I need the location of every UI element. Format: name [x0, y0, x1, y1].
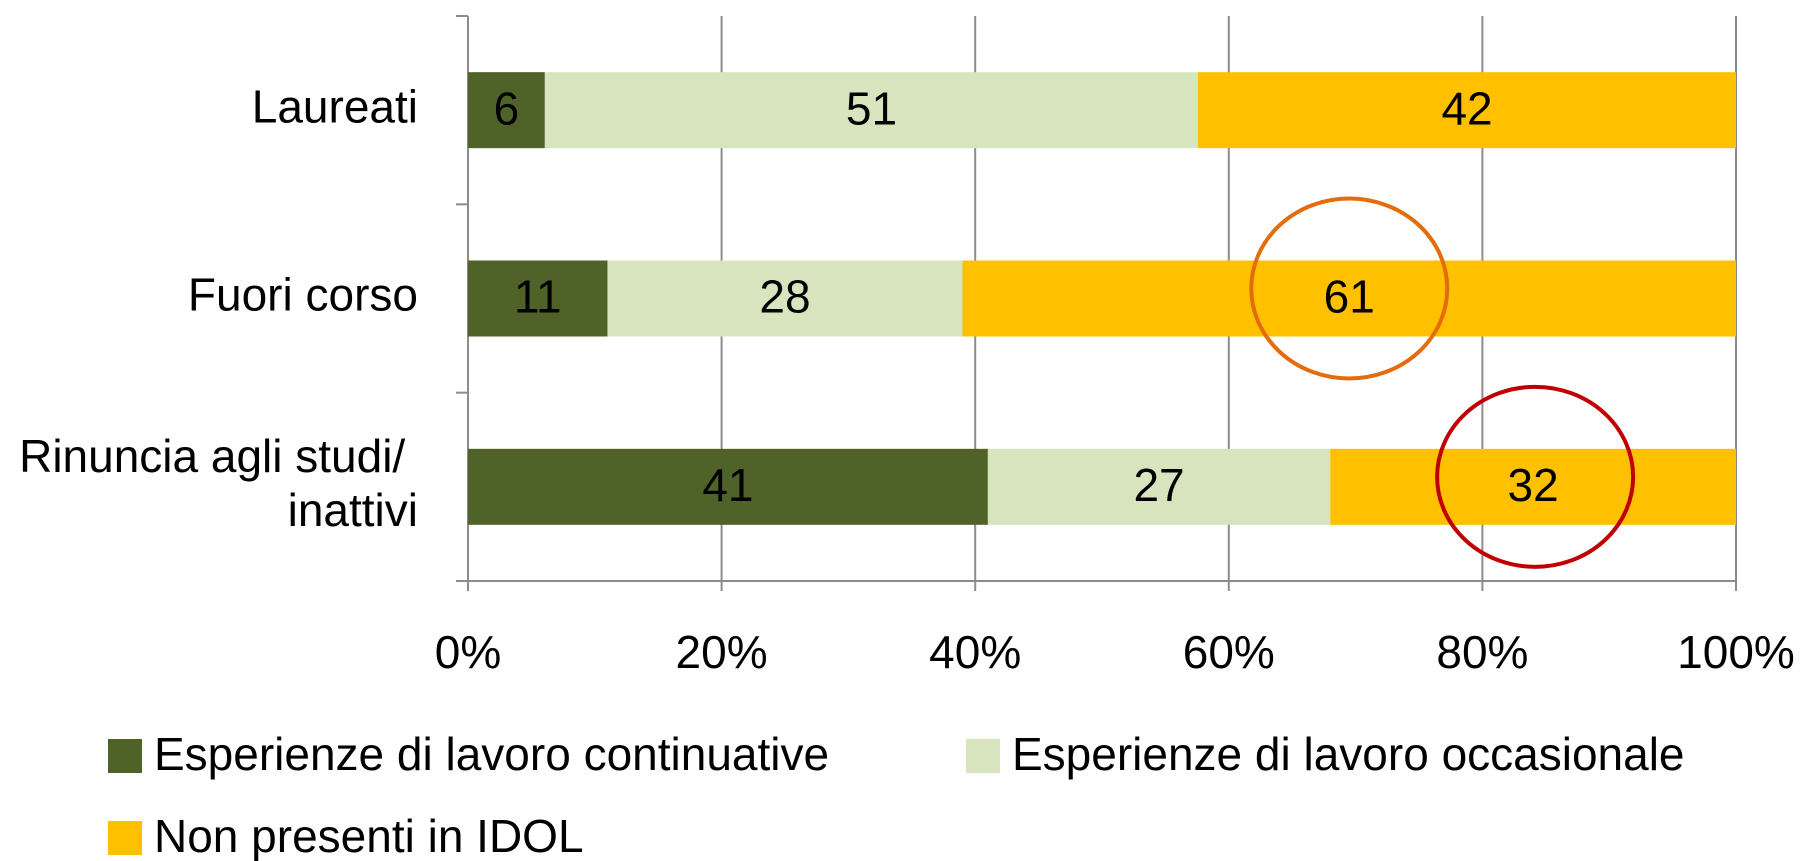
- x-tick-label: 100%: [1677, 626, 1795, 678]
- legend-label: Esperienze di lavoro occasionale: [1012, 728, 1685, 780]
- legend-swatch: [108, 821, 142, 855]
- bar-segment: [607, 260, 963, 337]
- y-tick-label: Laureati: [252, 80, 418, 132]
- value-label: 51: [846, 82, 897, 134]
- x-tick-label: 20%: [676, 626, 768, 678]
- legend-label: Esperienze di lavoro continuative: [154, 728, 829, 780]
- bar-segment: [468, 260, 608, 337]
- bar-segment: [468, 448, 988, 525]
- bar-segment: [1198, 72, 1736, 149]
- y-tick-label: Rinuncia agli studi/ inattivi: [19, 430, 418, 536]
- value-label: 42: [1441, 82, 1492, 134]
- value-label: 61: [1324, 271, 1375, 323]
- legend-label: Non presenti in IDOL: [154, 810, 584, 861]
- bar-segment: [468, 72, 545, 149]
- bar-segment: [962, 260, 1736, 337]
- y-tick-label: Fuori corso: [188, 269, 418, 321]
- bar-segment: [1330, 448, 1736, 525]
- bar-segment: [987, 448, 1331, 525]
- value-label: 27: [1133, 459, 1184, 511]
- value-label: 11: [514, 271, 562, 323]
- x-tick-label: 0%: [435, 626, 501, 678]
- bar-segment: [544, 72, 1199, 149]
- legend-swatch: [966, 739, 1000, 773]
- highlight-circle: [1249, 196, 1450, 381]
- value-label: 28: [759, 271, 810, 323]
- highlight-circle: [1435, 384, 1636, 569]
- value-label: 32: [1508, 459, 1559, 511]
- x-tick-label: 40%: [929, 626, 1021, 678]
- x-tick-label: 60%: [1183, 626, 1275, 678]
- legend-swatch: [108, 739, 142, 773]
- x-tick-label: 80%: [1436, 626, 1528, 678]
- value-label: 41: [702, 459, 753, 511]
- value-label: 6: [494, 82, 520, 134]
